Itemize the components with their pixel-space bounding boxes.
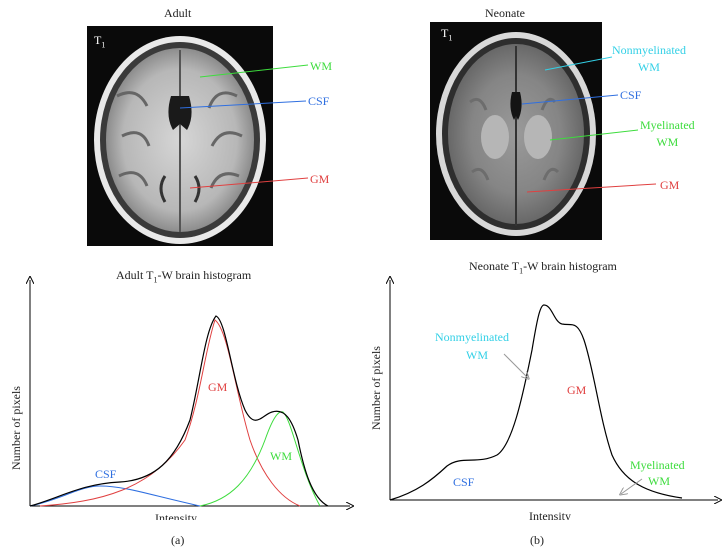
neonate-nonmyelinated-pointer bbox=[544, 56, 613, 71]
adult-mri-image: T1 bbox=[87, 26, 273, 246]
neonate-gm-label: GM bbox=[660, 178, 680, 192]
adult-csf-curve-label: CSF bbox=[95, 467, 117, 481]
neonate-myelinated-curve-label-1: Myelinated bbox=[630, 458, 685, 472]
adult-histogram-title: Adult T1-W brain histogram bbox=[116, 268, 252, 285]
adult-csf-label: CSF bbox=[308, 94, 330, 108]
neonate-csf-label: CSF bbox=[620, 88, 642, 102]
neonate-csf-curve-label: CSF bbox=[453, 475, 475, 489]
neonate-total-curve bbox=[389, 304, 683, 501]
adult-wm-curve-label: WM bbox=[270, 449, 292, 463]
adult-gm-curve-label: GM bbox=[208, 380, 228, 394]
neonate-myelinated-curve-label-2: WM bbox=[648, 474, 670, 488]
panel-a-caption: (a) bbox=[171, 533, 185, 547]
adult-x-axis-label: Intensity bbox=[155, 511, 197, 520]
adult-gm-label: GM bbox=[310, 172, 330, 186]
adult-brain-drawing bbox=[94, 36, 266, 244]
adult-wm-curve bbox=[199, 411, 321, 507]
adult-image-title: Adult bbox=[164, 6, 192, 20]
neonate-nonmyelinated-curve-label-2: WM bbox=[466, 348, 488, 362]
adult-csf-curve bbox=[29, 485, 201, 507]
adult-gm-pointer bbox=[189, 177, 309, 189]
panel-b-caption: (b) bbox=[530, 533, 544, 547]
neonate-myelinated-pointer bbox=[549, 129, 639, 141]
neonate-myelinated-arrow bbox=[621, 478, 643, 494]
neonate-histogram-title: Neonate T1-W brain histogram bbox=[469, 259, 617, 276]
neonate-nonmyelinated-curve-label-1: Nonmyelinated bbox=[435, 330, 509, 344]
neonate-nonmyelinated-arrow bbox=[503, 353, 528, 378]
neonate-mri-image: T1 bbox=[430, 22, 602, 240]
neonate-brain-drawing bbox=[436, 32, 596, 236]
neonate-image-title: Neonate bbox=[485, 6, 525, 20]
adult-sequence-label: T1 bbox=[94, 33, 106, 50]
neonate-y-axis-label: Number of pixels bbox=[369, 346, 383, 430]
adult-wm-label: WM bbox=[310, 59, 332, 73]
adult-y-axis-label: Number of pixels bbox=[9, 386, 23, 470]
neonate-csf-pointer bbox=[521, 94, 619, 105]
neonate-gm-curve-label: GM bbox=[567, 383, 587, 397]
neonate-nonmyelinated-label: Nonmyelinated WM bbox=[612, 43, 686, 74]
adult-wm-pointer bbox=[199, 64, 309, 78]
adult-total-curve bbox=[29, 315, 329, 507]
adult-csf-pointer bbox=[179, 100, 307, 109]
neonate-x-axis-label: Intensity bbox=[529, 509, 571, 520]
adult-gm-curve bbox=[39, 319, 301, 507]
neonate-gm-pointer bbox=[526, 183, 657, 193]
adult-histogram-chart: CSF GM WM Number of pixels Intensity bbox=[9, 270, 362, 520]
neonate-sequence-label: T1 bbox=[441, 26, 453, 43]
neonate-histogram-chart: Nonmyelinated WM GM CSF Myelinated WM Nu… bbox=[369, 270, 724, 520]
neonate-myelinated-label: Myelinated WM bbox=[640, 118, 695, 149]
